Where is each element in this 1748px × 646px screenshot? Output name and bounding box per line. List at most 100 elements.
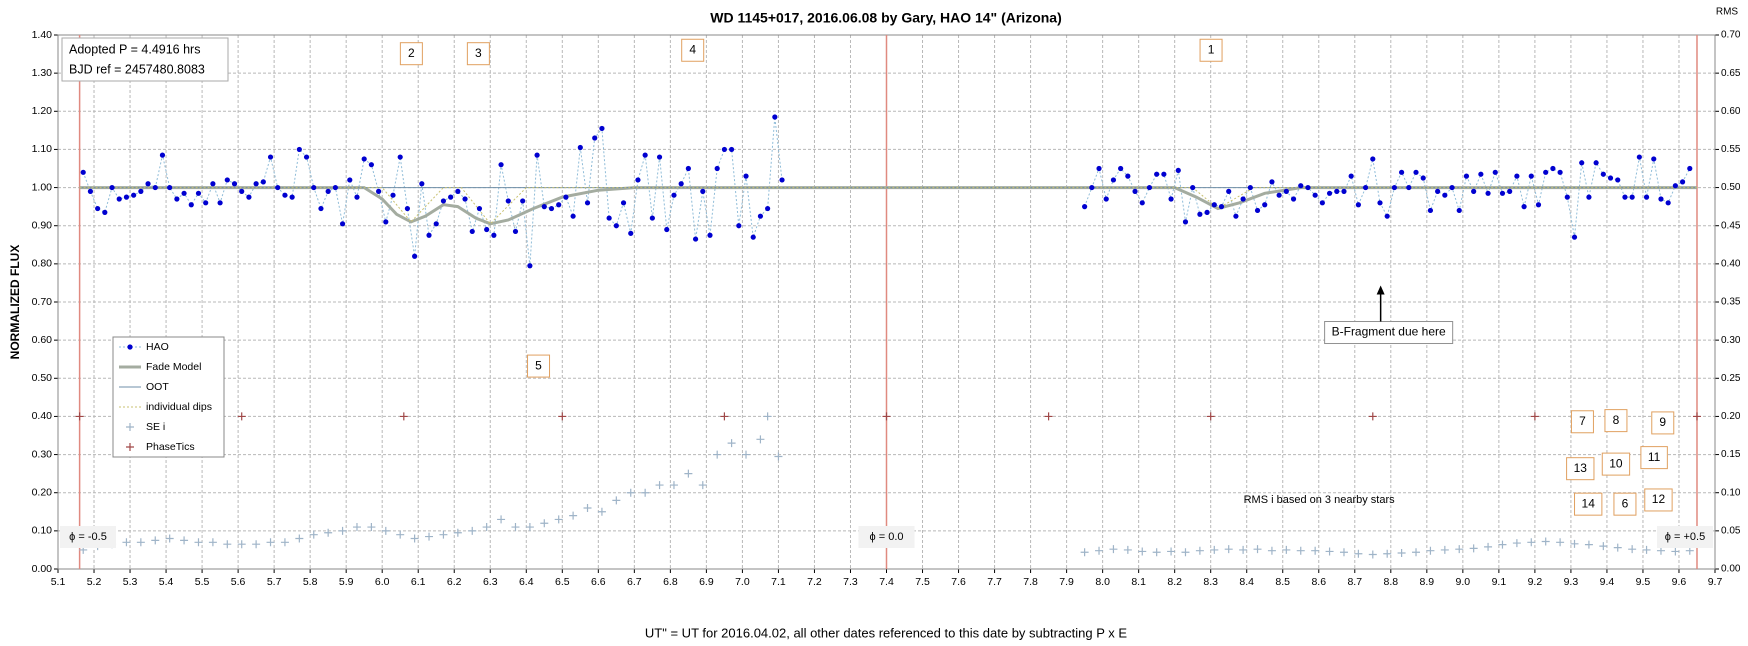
data-point: [491, 232, 497, 238]
data-point: [136, 538, 145, 547]
x-tick-label: 9.4: [1600, 576, 1615, 588]
data-point: [612, 496, 621, 505]
data-point: [1600, 171, 1606, 177]
annotation-box: [1644, 488, 1673, 512]
data-point: [425, 532, 434, 541]
annotation-box: [1640, 446, 1668, 470]
annotation-box: [1570, 410, 1594, 434]
y-tick-label: 0.80: [32, 258, 53, 270]
data-point: [1442, 192, 1448, 198]
data-point: [1528, 173, 1534, 179]
annotation-text: 8: [1613, 413, 1620, 427]
data-point: [1586, 194, 1592, 200]
data-point: [1109, 545, 1118, 554]
data-point: [1679, 179, 1686, 185]
annotation-box: [681, 38, 705, 62]
phase-label: ϕ = -0.5: [69, 531, 107, 543]
data-point: [779, 177, 785, 183]
y-tick-label: 0.00: [32, 563, 53, 575]
data-point: [527, 263, 533, 269]
data-point: [1254, 207, 1261, 214]
data-point: [361, 156, 367, 162]
x-tick-label: 8.3: [1203, 576, 1218, 588]
data-point: [1305, 184, 1311, 191]
data-point: [1296, 546, 1305, 555]
x-tick-label: 7.9: [1059, 576, 1074, 588]
data-point: [318, 205, 324, 212]
data-point: [131, 192, 137, 198]
data-point: [1685, 546, 1694, 555]
data-point: [1527, 538, 1536, 547]
data-point: [1530, 412, 1539, 421]
data-point: [1455, 545, 1464, 554]
data-point: [399, 412, 408, 421]
data-point: [743, 173, 749, 179]
data-point: [765, 205, 771, 212]
data-point: [1312, 192, 1318, 198]
data-point: [534, 152, 540, 158]
x-tick-label: 6.2: [447, 576, 462, 588]
x-tick-label: 9.2: [1528, 576, 1543, 588]
y2-tick-label: 0.30: [1721, 335, 1741, 346]
data-point: [1204, 209, 1210, 215]
data-point: [195, 190, 202, 196]
legend-label: Fade Model: [146, 361, 201, 373]
data-point: [714, 165, 720, 172]
x-tick-label: 5.1: [51, 576, 66, 588]
data-point: [426, 232, 432, 238]
data-point: [757, 213, 764, 219]
data-point: [556, 202, 562, 208]
data-point: [1182, 219, 1189, 225]
data-point: [368, 162, 374, 168]
data-point: [1478, 171, 1484, 177]
annotation-text: 6: [1622, 496, 1629, 510]
data-point: [390, 192, 396, 198]
annotation-box: [1613, 492, 1637, 516]
data-point: [592, 135, 598, 141]
annotation-box: [399, 42, 423, 66]
y-tick-label: 0.70: [32, 296, 53, 308]
y2-tick-label: 0.05: [1721, 525, 1741, 536]
y-tick-label: 1.00: [32, 181, 53, 193]
data-point: [720, 412, 729, 421]
data-point: [95, 205, 101, 212]
data-point: [383, 219, 389, 225]
legend-label: HAO: [146, 341, 169, 353]
data-point: [1161, 171, 1167, 177]
x-tick-label: 9.5: [1636, 576, 1651, 588]
info-text: BJD ref = 2457480.8083: [69, 62, 205, 76]
data-point: [698, 481, 707, 490]
data-point: [309, 530, 318, 539]
annotation-text: 3: [475, 46, 482, 60]
phase-label-box: [60, 526, 116, 548]
data-point: [512, 228, 519, 235]
data-point: [1267, 546, 1276, 555]
data-point: [505, 198, 511, 204]
data-point: [558, 412, 567, 421]
data-point: [664, 226, 670, 233]
data-point: [194, 538, 203, 547]
data-point: [649, 215, 655, 221]
legend-label: individual dips: [146, 401, 212, 413]
data-point: [684, 469, 693, 478]
annotation-box: [1651, 411, 1675, 435]
data-point: [655, 481, 664, 490]
data-point: [1570, 539, 1579, 548]
data-point: [123, 194, 130, 200]
x-tick-label: 7.4: [879, 576, 894, 588]
data-point: [419, 181, 425, 187]
data-point: [1413, 169, 1419, 175]
y2-tick-label: 0.00: [1721, 564, 1741, 575]
y2-tick-label: 0.10: [1721, 487, 1741, 498]
data-point: [1362, 184, 1369, 191]
data-point: [1665, 200, 1671, 206]
y-tick-label: 0.10: [32, 525, 53, 537]
data-point: [1138, 547, 1147, 556]
data-point: [352, 523, 361, 532]
data-point: [1507, 188, 1513, 194]
data-point: [1368, 412, 1377, 421]
legend-label: OOT: [146, 381, 169, 393]
phase-label: ϕ = +0.5: [1665, 531, 1705, 543]
data-point: [1154, 171, 1160, 177]
data-point: [1512, 539, 1521, 548]
